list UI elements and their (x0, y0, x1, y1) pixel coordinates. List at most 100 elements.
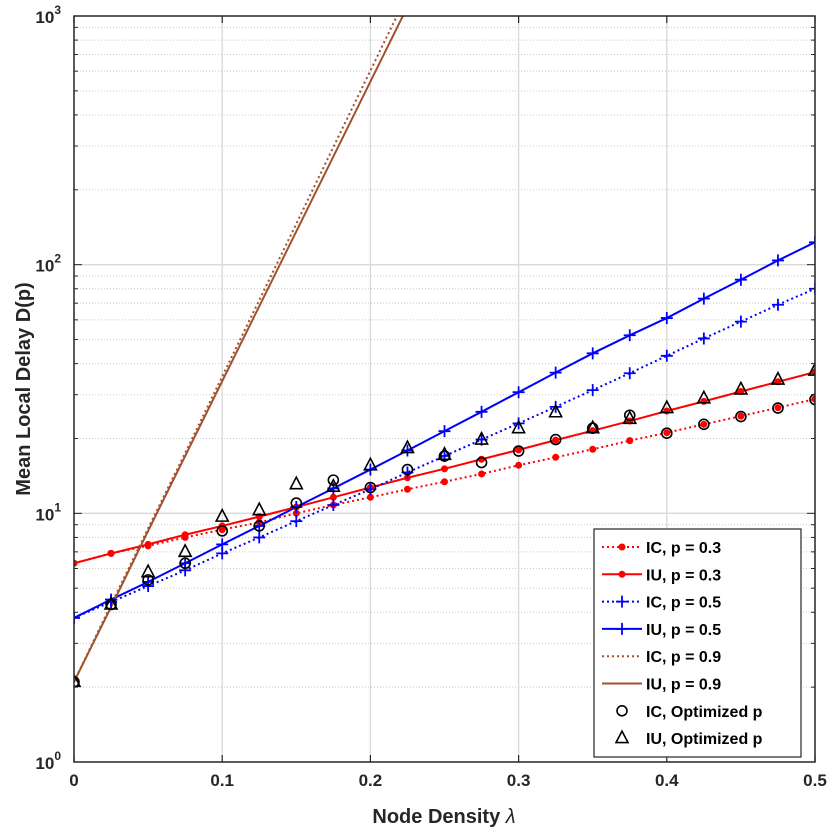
data-point-ic-p-0-3 (589, 445, 597, 453)
data-point-iu-optimized-p (511, 419, 526, 434)
data-point-ic-p-0-5 (253, 531, 266, 544)
data-point-iu-p-0-5 (734, 273, 747, 286)
legend-entry-iu-optimized-p: IU, Optimized p (614, 729, 763, 748)
data-point-iu-p-0-5 (475, 405, 488, 418)
y-axis-label: Mean Local Delay D(p) (13, 282, 35, 495)
data-point-ic-p-0-3 (552, 453, 560, 461)
data-point-ic-optimized-p (475, 456, 488, 469)
data-point-ic-optimized-p (512, 445, 525, 457)
x-tick-label: 0.2 (359, 771, 383, 790)
data-point-iu-p-0-3 (515, 446, 523, 454)
data-point-iu-p-0-5 (216, 538, 229, 551)
data-point-ic-p-0-5 (734, 315, 747, 328)
series-line-iu-p-0-9 (74, 16, 404, 683)
data-point-ic-optimized-p (809, 393, 815, 406)
data-point-ic-p-0-3 (700, 420, 708, 428)
x-axis-label: Node Density λ (372, 806, 515, 828)
data-point-ic-p-0-3 (774, 404, 782, 412)
x-tick-label: 0.5 (803, 771, 827, 790)
data-point-iu-p-0-5 (549, 366, 562, 379)
data-point-ic-p-0-5 (512, 417, 525, 430)
data-point-ic-p-0-5 (327, 499, 340, 512)
data-point-iu-optimized-p (400, 439, 415, 454)
y-tick-label: 100 (35, 749, 61, 773)
data-point-iu-optimized-p (548, 403, 563, 418)
legend-label: IC, p = 0.3 (646, 540, 721, 557)
data-point-iu-p-0-5 (586, 347, 599, 360)
data-point-ic-p-0-3 (737, 412, 745, 420)
data-point-iu-p-0-5 (697, 292, 710, 305)
data-point-iu-optimized-p (807, 361, 815, 376)
data-point-ic-optimized-p (549, 433, 562, 446)
series-line-ic-p-0-9 (74, 16, 398, 683)
legend-label: IU, p = 0.3 (646, 567, 721, 584)
data-point-ic-p-0-5 (660, 349, 673, 362)
legend-label: IC, Optimized p (646, 704, 763, 721)
data-point-ic-optimized-p (401, 463, 414, 476)
data-point-iu-p-0-5 (660, 312, 673, 325)
data-point-iu-optimized-p (585, 419, 601, 434)
ticks: 0 0.1 0.2 0.3 0.4 0.5 100 101 102 103 (35, 3, 826, 790)
data-point-iu-p-0-3 (144, 540, 152, 548)
legend-marker (616, 595, 628, 608)
data-point-iu-p-0-3 (441, 465, 448, 473)
legend-label: IC, p = 0.5 (646, 595, 721, 612)
legend-entry-ic-p-0-5: IC, p = 0.5 (602, 595, 721, 612)
data-point-iu-optimized-p (622, 410, 638, 425)
legend-entry-iu-p-0-3: IU, p = 0.3 (602, 567, 721, 584)
legend-label: IU, Optimized p (646, 731, 763, 748)
grid (73, 16, 816, 762)
data-point-ic-p-0-3 (663, 429, 671, 437)
data-point-ic-p-0-5 (771, 298, 784, 311)
data-point-iu-optimized-p (103, 595, 119, 610)
data-point-iu-optimized-p (733, 380, 749, 395)
x-tick-label: 0.4 (655, 771, 679, 790)
data-point-ic-p-0-3 (626, 437, 634, 445)
legend-marker (614, 729, 630, 744)
data-point-ic-p-0-3 (478, 470, 486, 478)
data-point-iu-p-0-3 (107, 549, 115, 557)
data-point-ic-optimized-p (142, 574, 154, 586)
data-point-iu-optimized-p (770, 370, 786, 385)
legend-box (593, 528, 802, 758)
data-point-iu-p-0-3 (181, 531, 189, 539)
legend-entries: IC, p = 0.3 IU, p = 0.3 IC, p = 0.5 IU, p =… (602, 540, 763, 748)
data-point-iu-p-0-5 (179, 557, 192, 570)
data-point-iu-optimized-p (251, 501, 267, 516)
legend: IC, p = 0.3 IU, p = 0.3 IC, p = 0.5 IU, p =… (593, 528, 802, 758)
x-tick-label: 0.3 (507, 771, 531, 790)
data-point-iu-optimized-p (214, 507, 230, 522)
legend-entry-ic-optimized-p: IC, Optimized p (616, 704, 763, 721)
data-point-ic-optimized-p (216, 525, 228, 537)
data-point-ic-optimized-p (290, 497, 303, 509)
data-point-iu-optimized-p (74, 673, 82, 688)
data-point-ic-p-0-5 (623, 367, 636, 380)
data-point-ic-p-0-5 (586, 384, 599, 397)
data-point-ic-optimized-p (660, 427, 673, 440)
series-line-ic-p-0-5 (74, 287, 815, 619)
data-point-iu-optimized-p (288, 475, 304, 490)
y-tick-label: 102 (35, 252, 61, 276)
data-point-iu-optimized-p (659, 399, 675, 414)
data-point-iu-optimized-p (437, 446, 452, 461)
legend-label: IU, p = 0.9 (646, 677, 721, 694)
legend-entry-ic-p-0-9: IC, p = 0.9 (602, 649, 721, 666)
legend-marker (616, 704, 628, 717)
data-point-iu-p-0-5 (512, 386, 525, 399)
data-point-ic-p-0-3 (441, 478, 448, 486)
y-tick-label: 101 (35, 500, 61, 524)
data-point-iu-p-0-5 (74, 611, 80, 624)
data-point-iu-p-0-5 (809, 236, 815, 249)
marker-layer (74, 236, 815, 688)
data-point-iu-optimized-p (140, 563, 156, 578)
data-point-iu-optimized-p (177, 543, 193, 558)
data-point-iu-p-0-5 (438, 425, 451, 438)
data-point-ic-p-0-5 (290, 515, 303, 528)
data-point-ic-p-0-5 (697, 332, 710, 345)
data-point-ic-optimized-p (772, 402, 784, 414)
legend-label: IU, p = 0.5 (646, 622, 721, 639)
data-point-iu-p-0-5 (623, 329, 636, 342)
legend-marker (618, 543, 626, 551)
x-tick-label: 0.1 (210, 771, 234, 790)
